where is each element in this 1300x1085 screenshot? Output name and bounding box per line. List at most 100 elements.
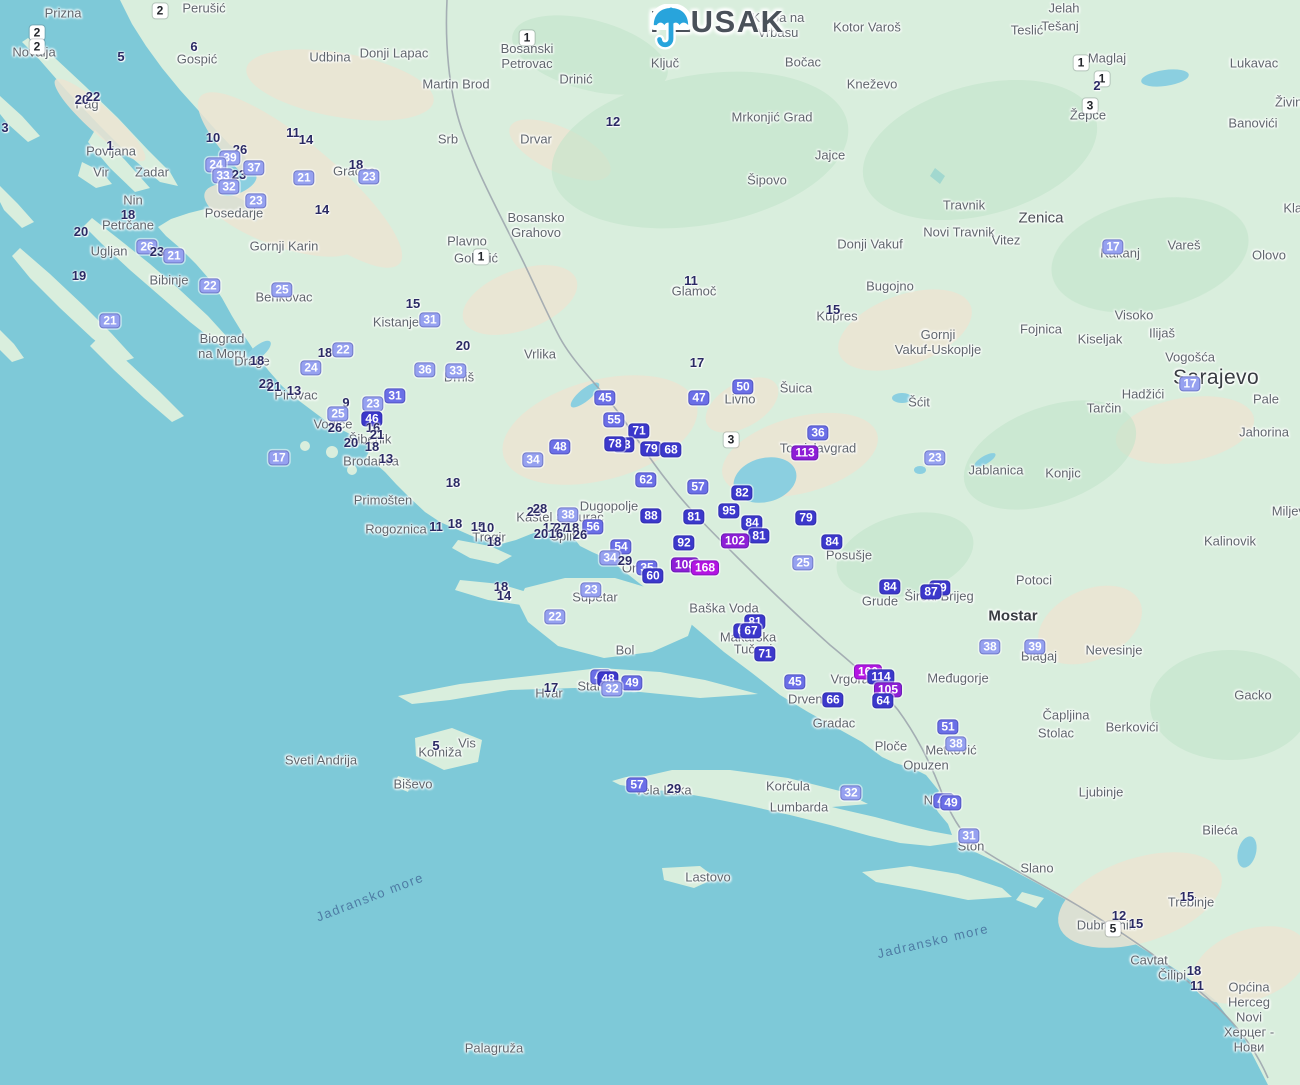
station-value[interactable]: 18: [493, 578, 509, 594]
station-value[interactable]: 15: [470, 518, 486, 534]
station-value[interactable]: 1: [1073, 55, 1089, 71]
station-value[interactable]: 21: [163, 248, 185, 264]
station-value[interactable]: 13: [286, 382, 302, 398]
station-value[interactable]: 20: [73, 223, 89, 239]
station-value[interactable]: 13: [378, 450, 394, 466]
station-value[interactable]: 49: [940, 795, 962, 811]
station-value[interactable]: 50: [732, 379, 754, 395]
station-value[interactable]: 36: [807, 425, 829, 441]
station-value[interactable]: 81: [683, 509, 705, 525]
station-value[interactable]: 20: [455, 337, 471, 353]
station-value[interactable]: 21: [266, 378, 282, 394]
station-value[interactable]: 31: [419, 312, 441, 328]
station-value[interactable]: 22: [258, 375, 274, 391]
station-value[interactable]: 25: [792, 555, 814, 571]
station-value[interactable]: 20: [343, 434, 359, 450]
station-value[interactable]: 23: [231, 166, 247, 182]
station-value[interactable]: 21: [99, 313, 121, 329]
station-value[interactable]: 18: [348, 156, 364, 172]
station-value[interactable]: 84: [821, 534, 843, 550]
station-value[interactable]: 23: [149, 243, 165, 259]
station-value[interactable]: 34: [599, 550, 621, 566]
station-value[interactable]: 2: [29, 39, 45, 55]
station-value[interactable]: 18: [445, 474, 461, 490]
station-value[interactable]: 5: [1105, 921, 1121, 937]
station-value[interactable]: 10: [479, 519, 495, 535]
station-value[interactable]: 102: [720, 533, 750, 549]
station-value[interactable]: 56: [582, 519, 604, 535]
station-value[interactable]: 18: [317, 344, 333, 360]
station-value[interactable]: 18: [364, 438, 380, 454]
station-value[interactable]: 38: [945, 736, 967, 752]
station-value[interactable]: 31: [384, 388, 406, 404]
station-value[interactable]: 2: [29, 25, 45, 41]
station-value[interactable]: 12: [605, 113, 621, 129]
station-value[interactable]: 95: [718, 503, 740, 519]
station-value[interactable]: 15: [1128, 915, 1144, 931]
station-value[interactable]: 18: [249, 352, 265, 368]
station-value[interactable]: 17: [543, 679, 559, 695]
station-value[interactable]: 87: [920, 584, 942, 600]
station-value[interactable]: 22: [332, 342, 354, 358]
station-value[interactable]: 1: [473, 249, 489, 265]
station-value[interactable]: 38: [557, 507, 579, 523]
station-value[interactable]: 38: [979, 639, 1001, 655]
station-value[interactable]: 6: [190, 38, 198, 54]
station-value[interactable]: 25: [327, 406, 349, 422]
station-value[interactable]: 45: [784, 674, 806, 690]
station-value[interactable]: 11: [429, 518, 443, 534]
station-value[interactable]: 23: [245, 193, 267, 209]
station-value[interactable]: 5: [432, 737, 440, 753]
station-value[interactable]: 37: [243, 160, 265, 176]
station-value[interactable]: 17: [1102, 239, 1124, 255]
station-value[interactable]: 18: [564, 519, 580, 535]
station-value[interactable]: 84: [879, 579, 901, 595]
station-value[interactable]: 15: [1179, 888, 1195, 904]
station-value[interactable]: 3: [1, 119, 9, 135]
station-value[interactable]: 66: [822, 692, 844, 708]
station-value[interactable]: 64: [872, 693, 894, 709]
station-value[interactable]: 71: [754, 646, 776, 662]
station-value[interactable]: 60: [642, 568, 664, 584]
station-value[interactable]: 48: [549, 439, 571, 455]
pljusak-logo[interactable]: PL USAK: [650, 4, 784, 50]
station-value[interactable]: 18: [486, 533, 502, 549]
station-value[interactable]: 113: [791, 445, 819, 461]
station-value[interactable]: 18: [120, 206, 136, 222]
station-value[interactable]: 22: [199, 278, 221, 294]
station-value[interactable]: 18: [447, 515, 463, 531]
station-value[interactable]: 29: [617, 552, 633, 568]
station-value[interactable]: 15: [825, 301, 841, 317]
station-value[interactable]: 12: [1111, 907, 1127, 923]
station-value[interactable]: 168: [690, 560, 720, 576]
station-value[interactable]: 114: [867, 669, 895, 685]
station-value[interactable]: 78: [604, 436, 626, 452]
station-value[interactable]: 79: [640, 441, 662, 457]
station-value[interactable]: 34: [522, 452, 544, 468]
station-value[interactable]: 24: [300, 360, 322, 376]
station-value[interactable]: 14: [314, 201, 330, 217]
station-value[interactable]: 14: [298, 131, 314, 147]
station-value[interactable]: 23: [362, 396, 384, 412]
station-value[interactable]: 84: [741, 515, 763, 531]
station-value[interactable]: 23: [924, 450, 946, 466]
station-value[interactable]: 3: [723, 432, 739, 448]
station-value[interactable]: 46: [361, 411, 383, 427]
station-value[interactable]: 20: [533, 525, 549, 541]
station-value[interactable]: 16: [548, 525, 564, 541]
station-value[interactable]: 23: [526, 503, 542, 519]
station-value[interactable]: 47: [688, 390, 710, 406]
station-value[interactable]: 15: [405, 295, 421, 311]
station-value[interactable]: 57: [687, 479, 709, 495]
station-value[interactable]: 39: [1024, 639, 1046, 655]
station-value[interactable]: 21: [369, 426, 385, 442]
station-value[interactable]: 9: [342, 394, 350, 410]
station-value[interactable]: 81: [748, 528, 770, 544]
station-value[interactable]: 2: [1093, 77, 1101, 93]
station-value[interactable]: 29: [666, 780, 682, 796]
station-value[interactable]: 14: [496, 587, 512, 603]
station-value[interactable]: 19: [71, 267, 87, 283]
station-value[interactable]: 32: [601, 681, 623, 697]
station-value[interactable]: 23: [580, 582, 602, 598]
